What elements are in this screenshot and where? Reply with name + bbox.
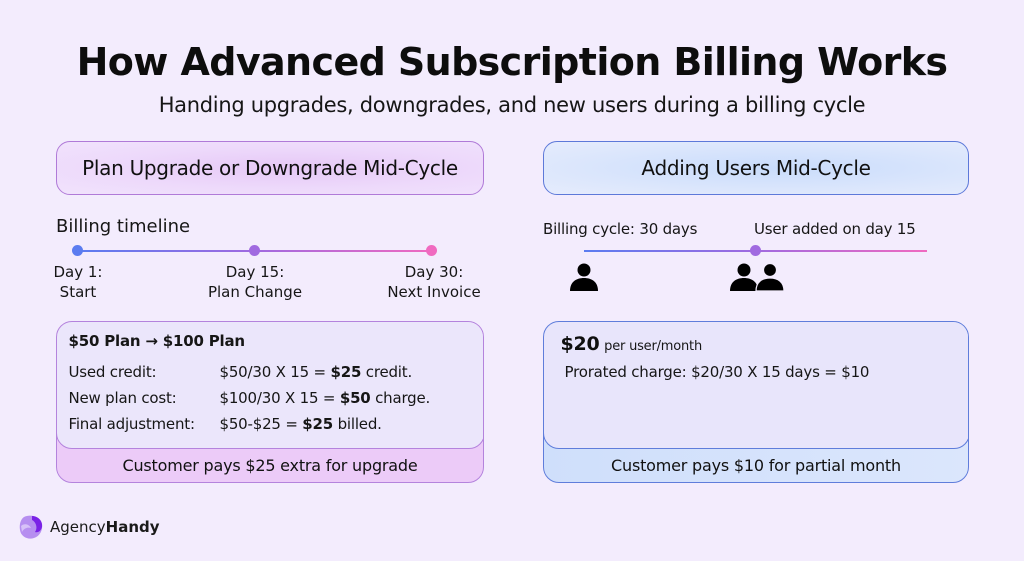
user-added-label: User added on day 15 (754, 220, 916, 238)
row-label-final-adjustment: Final adjustment: (68, 414, 196, 433)
upgrade-summary: Customer pays $25 extra for upgrade (122, 455, 418, 475)
page-subtitle: Handing upgrades, downgrades, and new us… (158, 93, 866, 117)
plan-change-heading: Plan Upgrade or Downgrade Mid-Cycle (56, 141, 484, 195)
page-title: How Advanced Subscription Billing Works (76, 40, 948, 84)
tick-line1: Day 1: (53, 263, 103, 281)
billing-cycle-label: Billing cycle: 30 days (543, 220, 698, 238)
upgrade-calculation-card: $50 Plan → $100 Plan Used credit: $50/30… (56, 321, 484, 483)
prorated-charge: Prorated charge: $20/30 X 15 days = $10 (564, 362, 870, 381)
brand-logo: AgencyHandy (18, 514, 160, 540)
timeline-label: Billing timeline (56, 216, 191, 237)
timeline-dot-end (426, 245, 437, 256)
row-value-final-adjustment: $50-$25 = $25 billed. (219, 414, 382, 433)
price-unit: per user/month (604, 338, 702, 354)
timeline-dot-change (249, 245, 260, 256)
user-added-dot (750, 245, 761, 256)
price-amount: $20 (560, 332, 600, 355)
agencyhandy-logo-icon (19, 515, 43, 539)
per-user-calculation-body: $20 per user/month Prorated charge: $20/… (544, 322, 968, 449)
per-user-calculation-card: $20 per user/month Prorated charge: $20/… (543, 321, 969, 483)
brand-name: AgencyHandy (50, 518, 160, 536)
plan-change-heading-text: Plan Upgrade or Downgrade Mid-Cycle (82, 156, 458, 180)
upgrade-calculation-body: $50 Plan → $100 Plan Used credit: $50/30… (57, 322, 483, 449)
row-label-used-credit: Used credit: (68, 362, 157, 381)
row-value-used-credit: $50/30 X 15 = $25 credit. (219, 362, 413, 381)
row-value-new-plan-cost: $100/30 X 15 = $50 charge. (219, 388, 431, 407)
tick-line2: Start (59, 283, 97, 301)
two-users-icon (730, 262, 784, 292)
row-label-new-plan-cost: New plan cost: (68, 388, 177, 407)
adding-users-heading-text: Adding Users Mid-Cycle (641, 156, 871, 180)
tick-line1: Day 30: (404, 263, 464, 281)
timeline-dot-start (72, 245, 83, 256)
timeline-label-day30: Day 30: Next Invoice (374, 262, 494, 302)
tick-line1: Day 15: (225, 263, 285, 281)
plan-change-title: $50 Plan → $100 Plan (68, 331, 246, 350)
timeline-label-day1: Day 1: Start (38, 262, 118, 302)
tick-line2: Next Invoice (387, 283, 481, 301)
adding-users-heading: Adding Users Mid-Cycle (543, 141, 969, 195)
partial-month-summary: Customer pays $10 for partial month (611, 455, 901, 475)
single-user-icon (570, 263, 598, 291)
timeline-label-day15: Day 15: Plan Change (190, 262, 320, 302)
tick-line2: Plan Change (207, 283, 303, 301)
per-user-price: $20 per user/month (561, 333, 703, 355)
